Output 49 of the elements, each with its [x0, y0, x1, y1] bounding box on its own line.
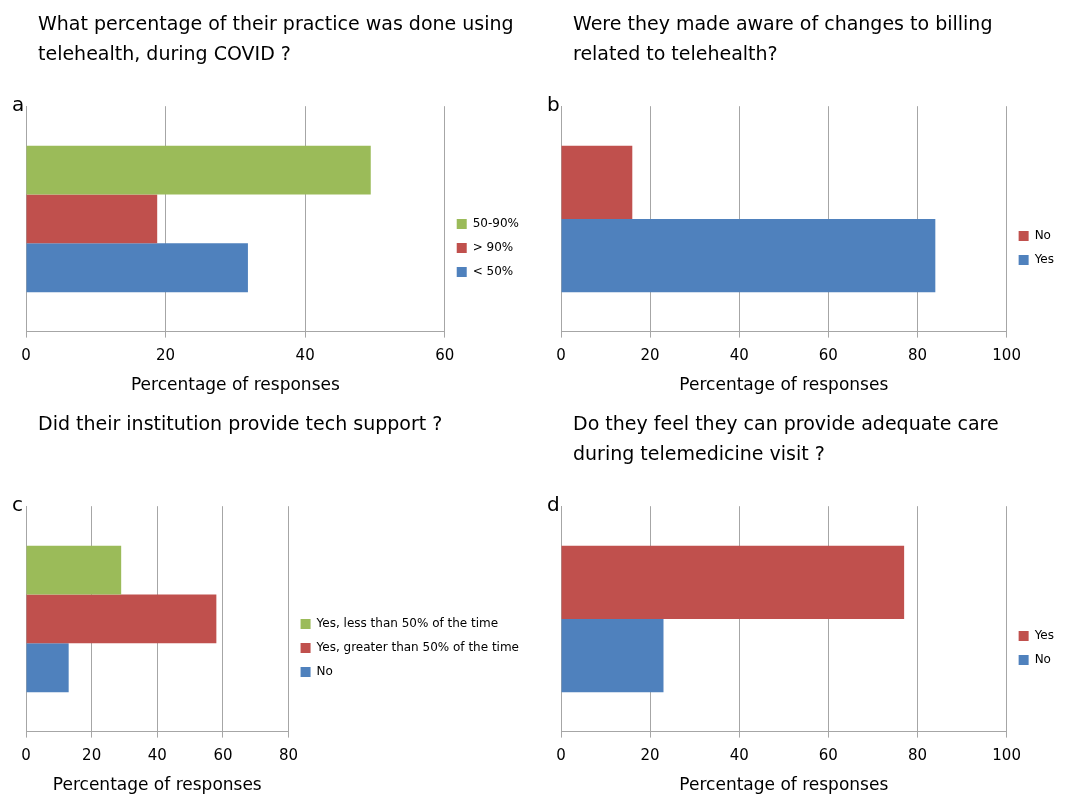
- x-axis-title: Percentage of responses: [679, 774, 889, 795]
- legend-label: > 90%: [472, 240, 514, 255]
- chart-title: What percentage of their practice was done using telehealth, during COVID ?: [38, 11, 515, 66]
- x-tick-label: 40: [295, 346, 315, 365]
- x-tick-label: 20: [640, 346, 660, 365]
- x-tick-label: 40: [729, 346, 749, 365]
- x-tick-label: 0: [556, 346, 566, 365]
- x-tick-label: 40: [729, 746, 749, 765]
- x-tick-label: 60: [213, 746, 233, 765]
- x-tick-label: 80: [907, 746, 928, 765]
- chart-title: Do they feel they can provide adequate care during telemedicine visit ?: [573, 411, 1000, 466]
- x-tick-label: 20: [82, 746, 102, 765]
- bar: [26, 545, 122, 595]
- bar: [26, 145, 371, 195]
- text: b: [547, 92, 560, 116]
- x-axis-title: Percentage of responses: [52, 774, 262, 795]
- legend-label: Yes: [1033, 252, 1054, 267]
- x-tick-label: 60: [435, 346, 455, 365]
- x-tick-label: 60: [818, 346, 838, 365]
- x-tick-label: 80: [279, 746, 299, 765]
- bar: [26, 594, 217, 644]
- x-tick-label: 100: [992, 746, 1021, 765]
- chart-title: Were they made aware of changes to billing related to telehealth?: [573, 11, 994, 66]
- legend-label: Yes, greater than 50% of the time: [315, 640, 520, 655]
- legend-label: Yes: [1033, 628, 1054, 643]
- x-tick-label: 100: [992, 346, 1021, 365]
- legend-label: No: [1034, 652, 1051, 667]
- text: d: [547, 492, 560, 516]
- legend-label: 50-90%: [472, 216, 520, 231]
- x-tick-label: 20: [640, 746, 660, 765]
- legend-label: < 50%: [472, 264, 514, 279]
- x-tick-label: 80: [907, 346, 928, 365]
- bar: [26, 243, 248, 293]
- x-tick-label: 0: [556, 746, 566, 765]
- legend-label: Yes, less than 50% of the time: [315, 616, 499, 631]
- x-tick-label: 60: [818, 746, 838, 765]
- bar: [26, 643, 69, 693]
- x-tick-label: 0: [21, 346, 31, 365]
- text: a: [12, 92, 25, 116]
- x-tick-label: 40: [147, 746, 167, 765]
- x-tick-label: 20: [156, 346, 176, 365]
- x-axis-title: Percentage of responses: [130, 374, 340, 395]
- bar: [26, 194, 158, 244]
- text: c: [12, 492, 23, 516]
- legend-label: No: [1034, 228, 1051, 243]
- chart-title: Did their institution provide tech support ?: [38, 411, 444, 436]
- legend-label: No: [316, 664, 333, 679]
- x-tick-label: 0: [21, 746, 31, 765]
- x-axis-title: Percentage of responses: [679, 374, 889, 395]
